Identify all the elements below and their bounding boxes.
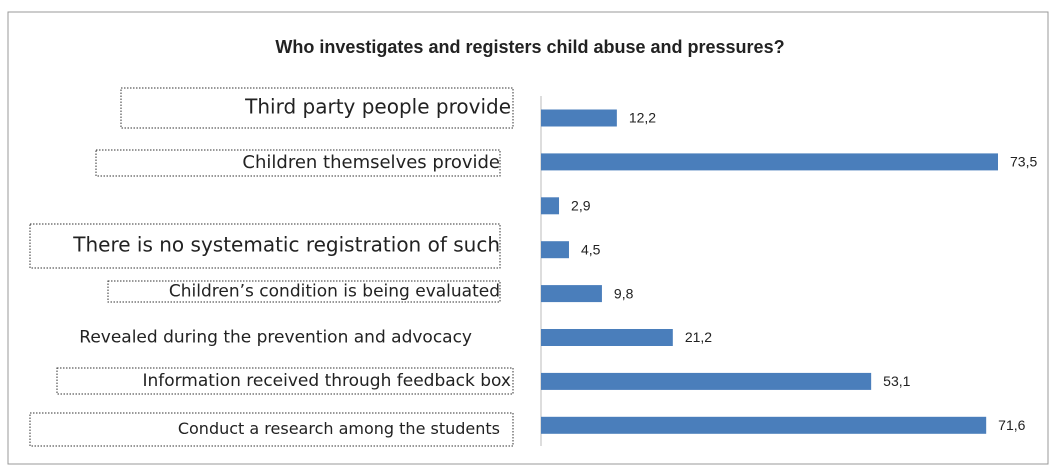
bar (541, 285, 602, 303)
y-tick-label: Third party people provide (244, 95, 511, 119)
value-label: 9,8 (614, 285, 634, 301)
bar (541, 372, 872, 390)
label-box (120, 87, 514, 129)
bar (541, 416, 987, 434)
value-label: 71,6 (998, 417, 1025, 433)
bar (541, 109, 617, 127)
label-box (56, 367, 514, 395)
value-label: 2,9 (571, 198, 591, 214)
value-label: 53,1 (883, 373, 910, 389)
value-label: 4,5 (581, 241, 601, 257)
label-box (29, 223, 501, 269)
label-box (107, 280, 501, 303)
label-box (29, 412, 514, 447)
y-tick-label: Information received through feedback bo… (142, 371, 511, 391)
y-tick-label: Conduct a research among the students (178, 419, 500, 438)
y-tick-label: There is no systematic registration of s… (72, 233, 500, 257)
y-tick-label: Children’s condition is being evaluated (169, 282, 500, 302)
chart-frame (7, 11, 1049, 465)
bar (541, 329, 673, 346)
chart-title: Who investigates and registers child abu… (275, 37, 784, 57)
value-label: 12,2 (629, 110, 656, 126)
label-box (95, 149, 501, 177)
value-label: 21,2 (685, 329, 712, 345)
value-label: 73,5 (1010, 154, 1037, 170)
bar (541, 153, 998, 171)
bar (541, 241, 569, 259)
y-tick-label: Children themselves provide (242, 152, 500, 173)
bar (541, 197, 560, 215)
y-tick-label: Revealed during the prevention and advoc… (79, 328, 472, 348)
